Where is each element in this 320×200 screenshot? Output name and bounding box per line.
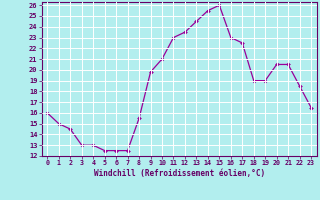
X-axis label: Windchill (Refroidissement éolien,°C): Windchill (Refroidissement éolien,°C)	[94, 169, 265, 178]
